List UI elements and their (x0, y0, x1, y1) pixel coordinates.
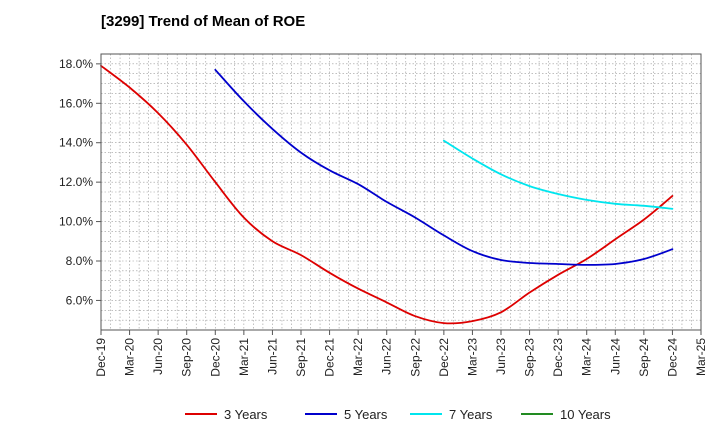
x-tick-label: Dec-20 (208, 338, 222, 377)
x-axis-ticks: Dec-19 Mar-20 Jun-20 Sep-20 Dec-20 Mar-21 Jun-… (94, 330, 708, 377)
y-tick-label: 10.0% (59, 215, 93, 229)
x-tick-label: Dec-22 (437, 338, 451, 377)
legend-label: 7 Years (449, 407, 493, 422)
series-lines (100, 64, 674, 325)
legend-label: 3 Years (224, 407, 268, 422)
legend-item-7-years: 7 Years (410, 407, 493, 422)
legend-label: 10 Years (560, 407, 611, 422)
x-tick-label: Mar-20 (123, 338, 137, 376)
x-tick-label: Mar-25 (694, 338, 708, 376)
x-tick-label: Sep-20 (180, 338, 194, 377)
x-tick-label: Sep-24 (637, 338, 651, 377)
x-tick-label: Mar-23 (465, 338, 479, 376)
legend-label: 5 Years (344, 407, 388, 422)
x-tick-label: Sep-23 (523, 338, 537, 377)
series-line-5-years (214, 68, 674, 266)
y-tick-label: 14.0% (59, 136, 93, 150)
x-tick-label: Dec-24 (665, 338, 679, 377)
x-tick-label: Mar-21 (237, 338, 251, 376)
x-tick-label: Jun-24 (608, 338, 622, 375)
x-tick-label: Sep-22 (408, 338, 422, 377)
series-line-3-years (100, 64, 674, 325)
grid-lines (101, 54, 701, 330)
y-tick-label: 16.0% (59, 96, 93, 110)
x-tick-label: Jun-23 (494, 338, 508, 375)
x-tick-label: Dec-23 (551, 338, 565, 377)
y-tick-label: 18.0% (59, 57, 93, 71)
plot-frame (100, 53, 702, 331)
y-tick-label: 8.0% (66, 254, 94, 268)
chart-title: [3299] Trend of Mean of ROE (101, 13, 306, 30)
x-tick-label: Jun-22 (380, 338, 394, 375)
y-tick-label: 6.0% (66, 293, 94, 307)
legend: 3 Years 5 Years 7 Years 10 Years (185, 407, 611, 422)
x-tick-label: Mar-22 (351, 338, 365, 376)
x-tick-label: Jun-20 (151, 338, 165, 375)
x-tick-label: Sep-21 (294, 338, 308, 377)
legend-item-3-years: 3 Years (185, 407, 268, 422)
legend-item-10-years: 10 Years (521, 407, 611, 422)
x-tick-label: Dec-19 (94, 338, 108, 377)
x-tick-label: Dec-21 (323, 338, 337, 377)
y-tick-label: 12.0% (59, 175, 93, 189)
series-line-7-years (443, 139, 674, 210)
legend-item-5-years: 5 Years (305, 407, 388, 422)
y-axis-ticks: 6.0% 8.0% 10.0% 12.0% 14.0% 16.0% 18.0% (59, 57, 101, 307)
x-tick-label: Jun-21 (265, 338, 279, 375)
x-tick-label: Mar-24 (580, 338, 594, 376)
